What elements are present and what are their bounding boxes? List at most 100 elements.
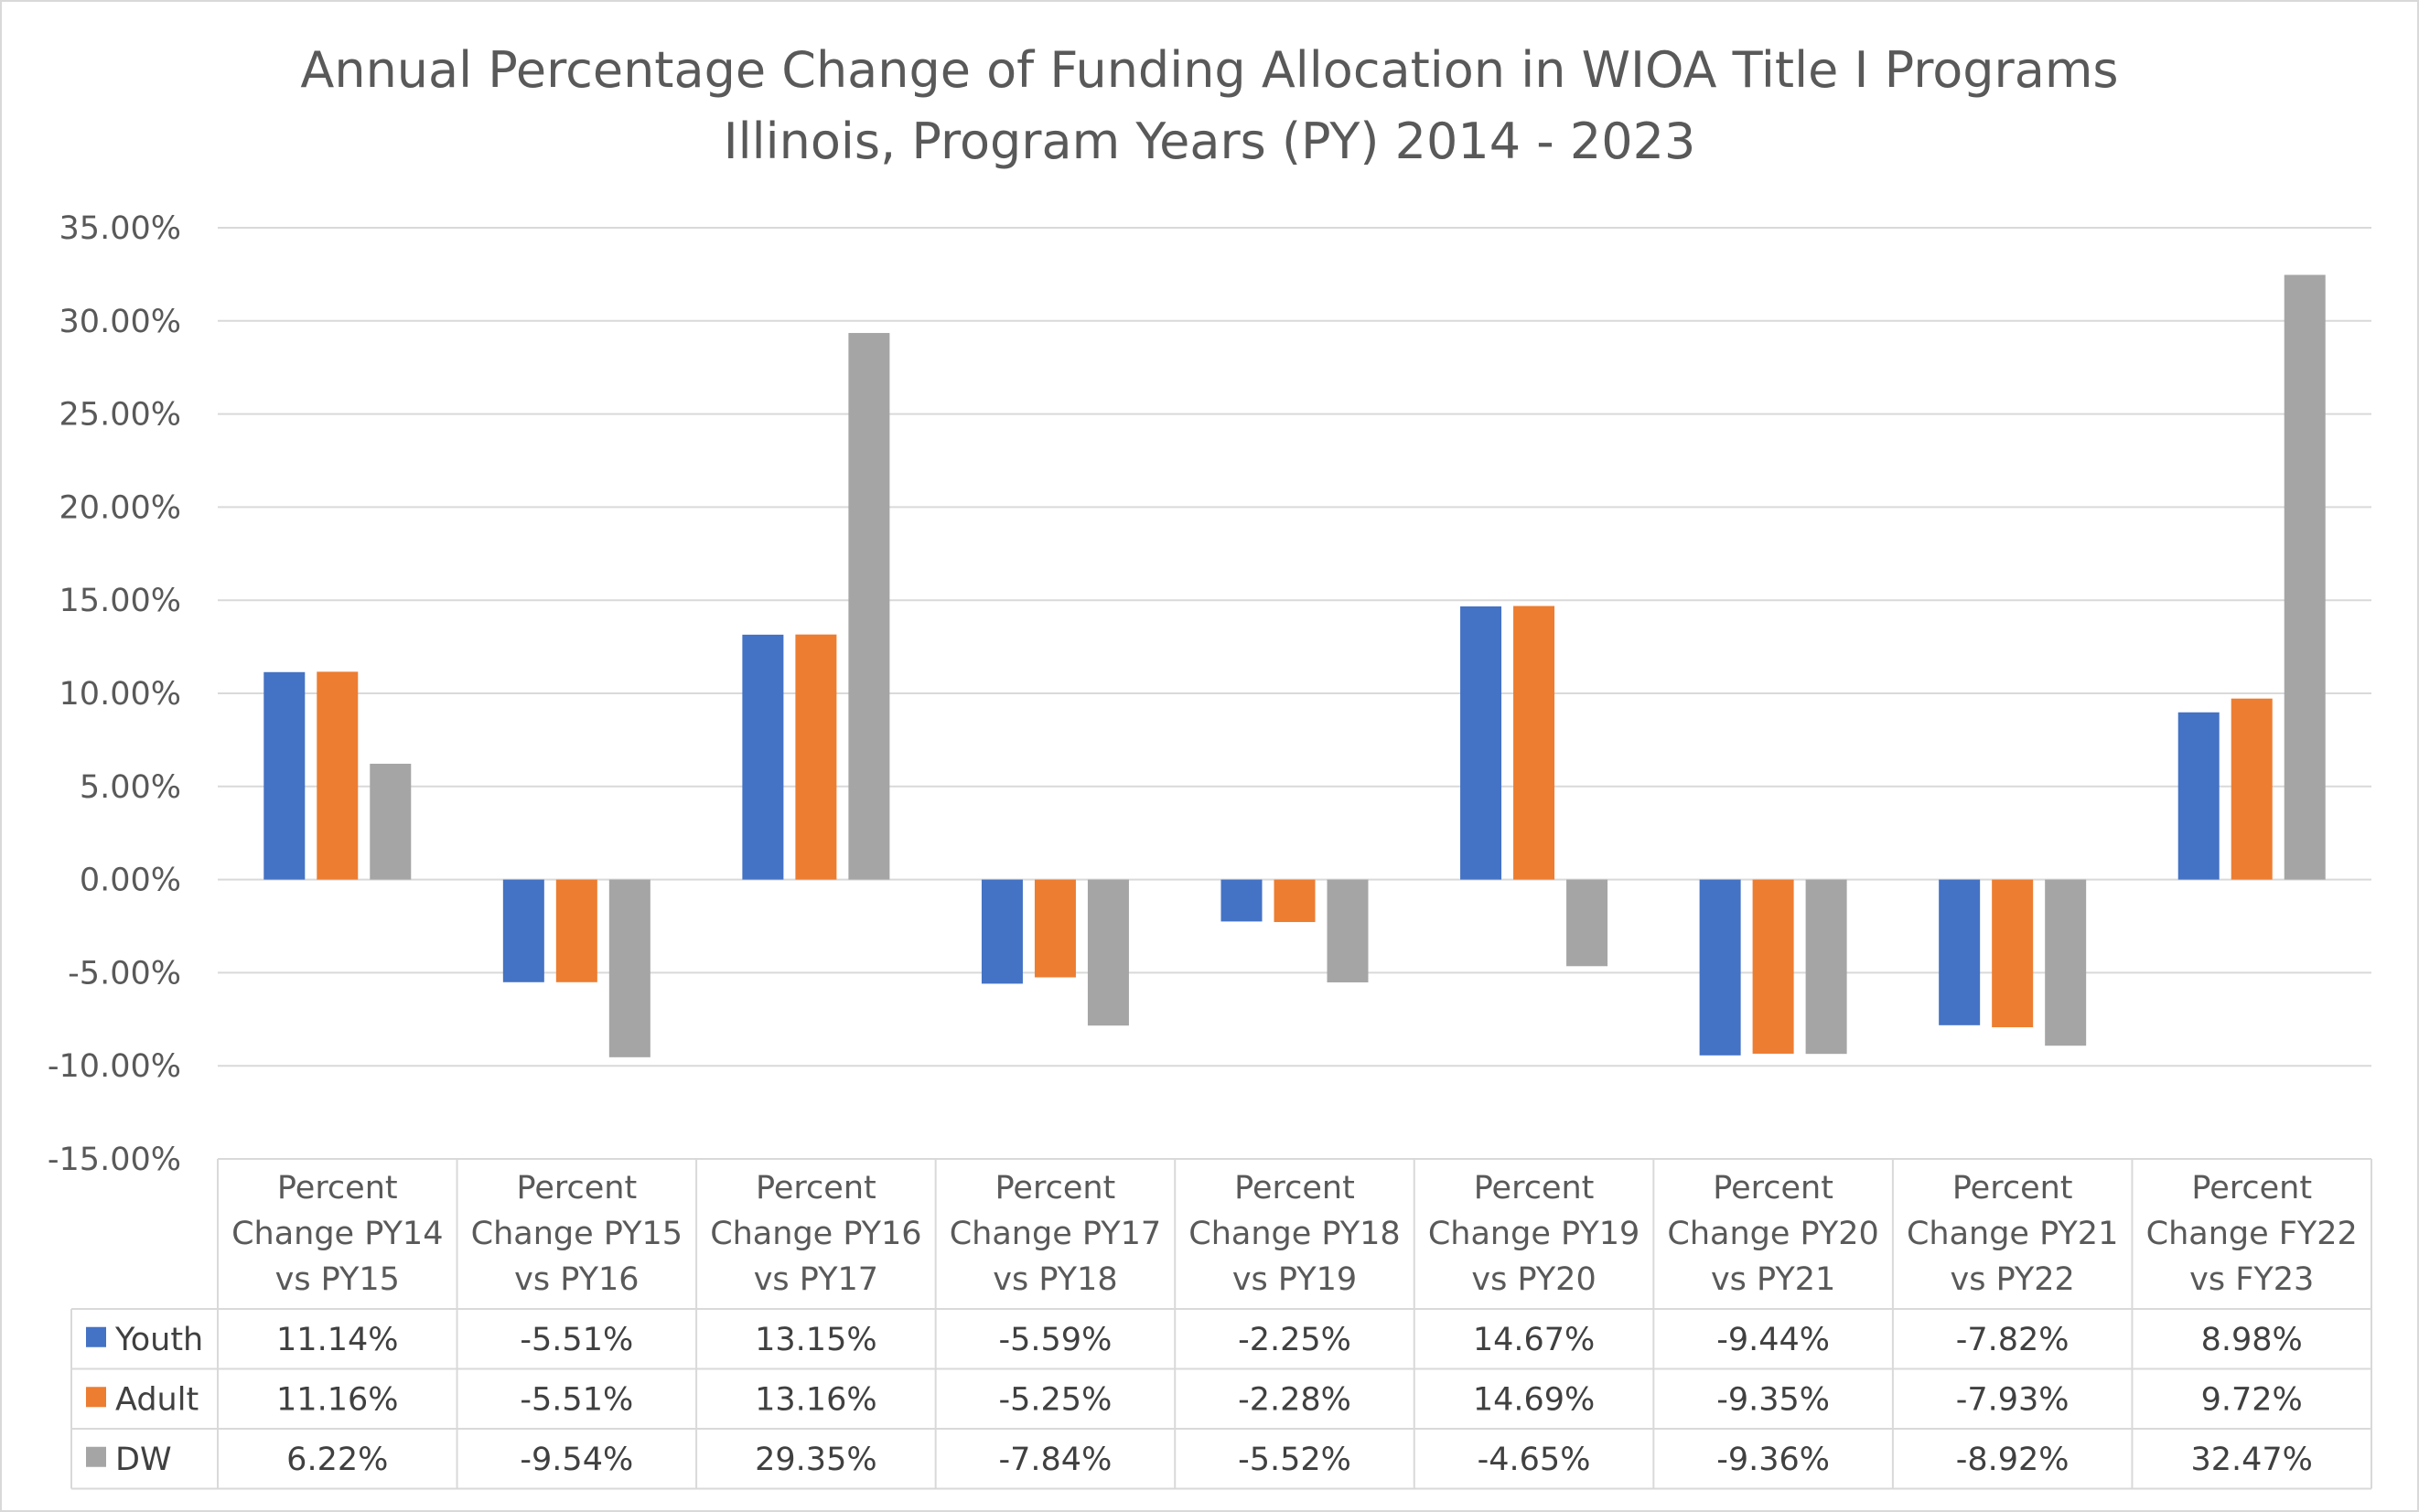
bar-youth	[981, 879, 1023, 984]
chart-title-block: Annual Percentage Change of Funding Allo…	[0, 35, 2419, 177]
category-label: Percent	[756, 1170, 876, 1206]
category-label: vs PY20	[1471, 1261, 1596, 1298]
category-label: Change PY20	[1667, 1216, 1878, 1252]
data-cell: -5.59%	[999, 1322, 1113, 1358]
bar-adult	[1513, 606, 1555, 880]
category-label: vs PY15	[275, 1261, 400, 1298]
data-cell: 29.35%	[755, 1442, 876, 1478]
data-cell: -7.93%	[1956, 1381, 2070, 1418]
y-tick-label: 5.00%	[80, 769, 181, 806]
legend-label-youth: Youth	[114, 1322, 203, 1358]
bar-dw	[1327, 879, 1369, 982]
category-label: Change PY16	[710, 1216, 921, 1252]
data-cell: 13.16%	[755, 1381, 876, 1418]
category-label: vs PY19	[1232, 1261, 1357, 1298]
bar-dw	[370, 763, 412, 880]
legend-swatch-dw	[86, 1446, 106, 1467]
y-tick-label: -15.00%	[48, 1142, 181, 1178]
bar-youth	[502, 879, 544, 982]
category-label: Change PY14	[231, 1216, 443, 1252]
bar-youth	[263, 671, 306, 880]
category-label: Percent	[2191, 1170, 2312, 1206]
data-cell: -7.82%	[1956, 1322, 2070, 1358]
data-cell: -5.52%	[1238, 1442, 1351, 1478]
data-cell: -2.25%	[1238, 1322, 1351, 1358]
category-label: Percent	[277, 1170, 398, 1206]
data-cell: 32.47%	[2190, 1442, 2312, 1478]
y-tick-label: -10.00%	[48, 1048, 181, 1085]
category-label: Percent	[1474, 1170, 1595, 1206]
y-tick-label: -5.00%	[68, 955, 181, 992]
bar-dw	[1805, 879, 1847, 1055]
category-label: Change PY15	[471, 1216, 683, 1252]
bar-youth	[1220, 879, 1263, 922]
category-label: Percent	[1713, 1170, 1833, 1206]
category-label: vs PY21	[1711, 1261, 1835, 1298]
bar-youth	[742, 634, 784, 880]
y-tick-label: 35.00%	[59, 210, 181, 247]
data-cell: -8.92%	[1956, 1442, 2070, 1478]
bar-adult	[1752, 879, 1794, 1054]
y-tick-label: 25.00%	[59, 397, 181, 434]
y-tick-label: 0.00%	[80, 863, 181, 899]
data-cell: 14.67%	[1473, 1322, 1595, 1358]
chart-subtitle: Illinois, Program Years (PY) 2014 - 2023	[723, 113, 1696, 170]
y-axis-tick-labels: 35.00% 30.00% 25.00% 20.00% 15.00% 10.00% 5.00…	[48, 210, 181, 1178]
data-cell: -9.44%	[1716, 1322, 1830, 1358]
data-cell: -9.35%	[1716, 1381, 1830, 1418]
bar-adult	[1034, 879, 1076, 978]
data-table: Percent Change PY14 vs PY15 Percent Change P…	[70, 1159, 2372, 1490]
category-label: vs PY18	[993, 1261, 1117, 1298]
bar-adult	[2231, 698, 2273, 880]
category-label: Change PY19	[1428, 1216, 1640, 1252]
data-cell: -9.36%	[1716, 1442, 1830, 1478]
legend-label-dw: DW	[115, 1442, 172, 1478]
y-tick-label: 15.00%	[59, 583, 181, 619]
category-label: Percent	[516, 1170, 637, 1206]
category-label: Percent	[1234, 1170, 1355, 1206]
data-cell: -9.54%	[520, 1442, 633, 1478]
bar-adult	[1992, 879, 2034, 1028]
legend-label-adult: Adult	[115, 1381, 199, 1418]
bar-dw	[848, 333, 890, 880]
bar-dw	[2045, 879, 2087, 1046]
legend-swatch-youth	[86, 1326, 106, 1347]
data-cell: -4.65%	[1478, 1442, 1591, 1478]
bar-youth	[1939, 879, 1981, 1025]
bar-dw	[1087, 879, 1129, 1026]
category-label: vs PY22	[1951, 1261, 2075, 1298]
category-label: vs PY16	[514, 1261, 639, 1298]
bar-dw	[2284, 274, 2326, 880]
data-cell: 14.69%	[1473, 1381, 1595, 1418]
category-label: Change FY22	[2146, 1216, 2358, 1252]
category-label: Change PY21	[1907, 1216, 2118, 1252]
data-cell: -5.25%	[999, 1381, 1113, 1418]
bar-adult	[317, 671, 359, 880]
category-label: vs FY23	[2189, 1261, 2314, 1298]
y-tick-label: 30.00%	[59, 304, 181, 340]
y-tick-label: 20.00%	[59, 489, 181, 526]
bar-dw	[1566, 879, 1608, 967]
bar-adult	[1274, 879, 1316, 923]
data-cell: 8.98%	[2201, 1322, 2303, 1358]
bar-dw	[608, 879, 650, 1057]
bar-youth	[1699, 879, 1741, 1056]
data-cell: -7.84%	[999, 1442, 1113, 1478]
category-label: vs PY17	[754, 1261, 878, 1298]
data-cell: 13.15%	[755, 1322, 876, 1358]
data-cell: 11.16%	[276, 1381, 398, 1418]
bar-youth	[1460, 606, 1502, 880]
data-cell: 6.22%	[286, 1442, 388, 1478]
bars	[263, 274, 2326, 1057]
data-cell: -5.51%	[520, 1381, 633, 1418]
data-cell: -5.51%	[520, 1322, 633, 1358]
chart-title: Annual Percentage Change of Funding Allo…	[300, 41, 2119, 99]
data-cell: -2.28%	[1238, 1381, 1351, 1418]
bar-adult	[795, 634, 837, 880]
category-label: Percent	[1952, 1170, 2073, 1206]
legend-swatch-adult	[86, 1387, 106, 1408]
bar-adult	[555, 879, 597, 982]
data-cell: 11.14%	[276, 1322, 398, 1358]
